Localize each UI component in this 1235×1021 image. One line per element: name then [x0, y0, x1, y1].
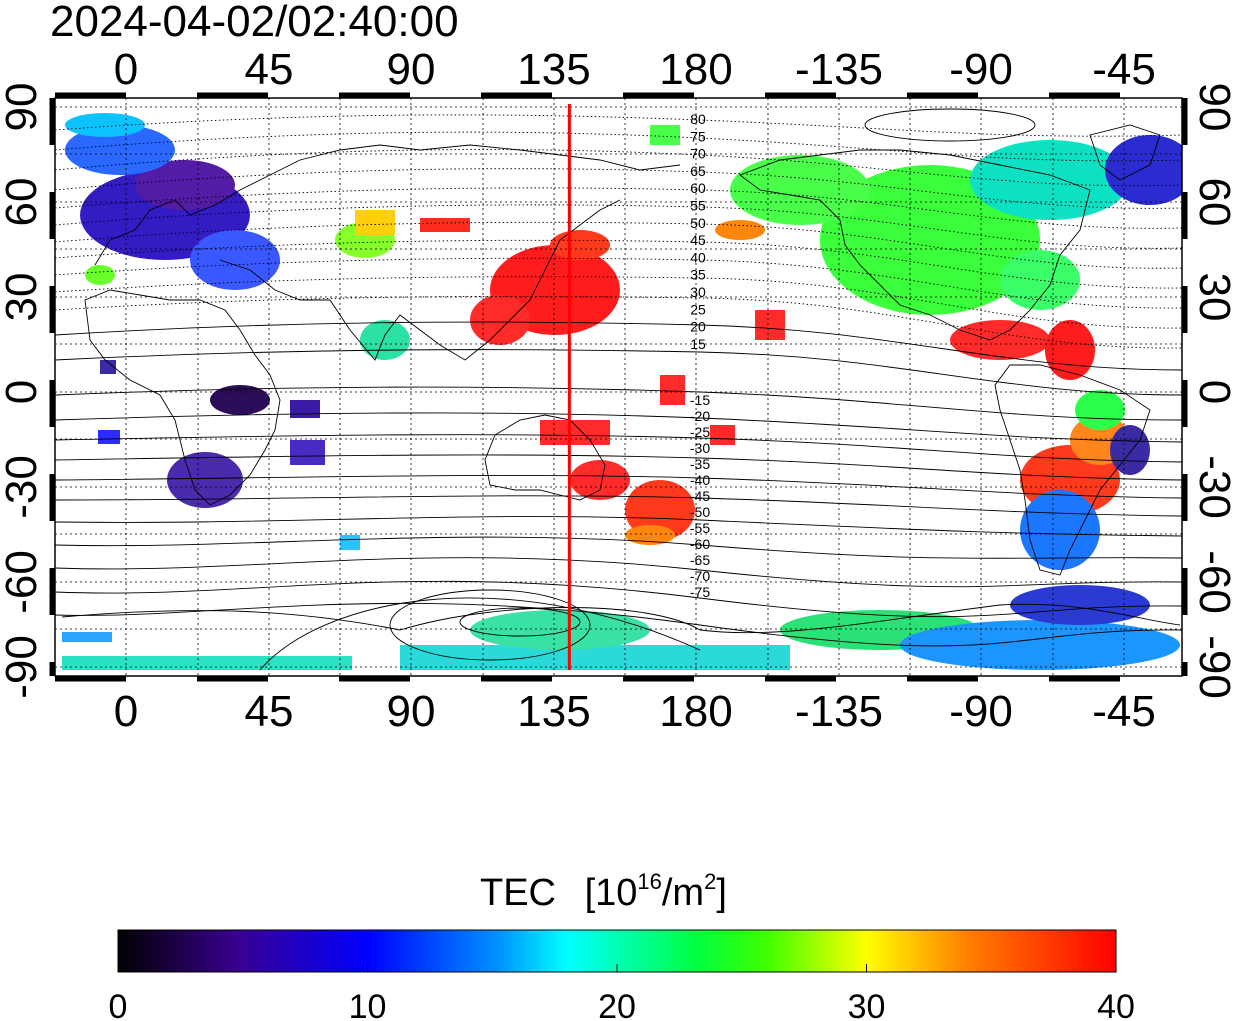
colorbar-tick-label: 20: [598, 988, 636, 1021]
contour-label: 40: [690, 249, 706, 265]
contour-label: -55: [690, 520, 710, 536]
lon-tick-top: -135: [795, 45, 883, 94]
contour-label: 60: [690, 180, 706, 196]
colorbar-tick-label: 0: [109, 988, 128, 1021]
lon-ticks-bottom: 0 45 90 135 180 -135 -90 -45: [114, 687, 1156, 736]
magnetic-contours: [55, 108, 1182, 671]
contour-label: -75: [690, 584, 710, 600]
colorbar-ticks: 0 10 20 30 40: [109, 964, 1135, 1021]
frame-ticks: [49, 92, 1188, 682]
contour-label: -50: [690, 504, 710, 520]
contour-label: 75: [690, 128, 706, 144]
lat-tick-right: -60: [1190, 550, 1235, 614]
colorbar-title: TEC [1016/m2]: [480, 869, 727, 914]
contour-label: 80: [690, 111, 706, 127]
lon-tick-top: 135: [517, 45, 590, 94]
lat-tick-right: -30: [1190, 455, 1235, 519]
lat-tick-left: 90: [0, 83, 46, 132]
colorbar-tick-label: 40: [1097, 988, 1135, 1021]
lat-tick-left: -60: [0, 550, 46, 614]
map-title: 2024-04-02/02:40:00: [50, 0, 459, 46]
graticule: [55, 98, 1182, 676]
lon-tick-bottom: -45: [1092, 687, 1156, 736]
colorbar-tick-label: 10: [349, 988, 387, 1021]
contour-label: 35: [690, 267, 706, 283]
lon-tick-top: -45: [1092, 45, 1156, 94]
lon-tick-bottom: -90: [949, 687, 1013, 736]
lat-tick-left: -30: [0, 455, 46, 519]
lat-tick-right: 60: [1190, 178, 1235, 227]
lon-tick-top: -90: [949, 45, 1013, 94]
contour-label: -70: [690, 568, 710, 584]
lon-tick-bottom: 0: [114, 687, 138, 736]
lon-tick-top: 90: [387, 45, 436, 94]
lat-tick-right: 30: [1190, 273, 1235, 322]
contour-label: 70: [690, 146, 706, 162]
lat-tick-left: -90: [0, 635, 46, 699]
contour-label: 20: [690, 319, 706, 335]
colorbar-tick-label: 30: [848, 988, 886, 1021]
contour-label: -20: [690, 408, 710, 424]
lon-tick-bottom: 45: [245, 687, 294, 736]
contour-label: -60: [690, 536, 710, 552]
lat-tick-left: 30: [0, 273, 46, 322]
lon-tick-top: 0: [114, 45, 138, 94]
contour-labels-south: -15-20-25-30-35-40-45-50-55-60-65-70-75: [690, 392, 710, 600]
lon-tick-bottom: 90: [387, 687, 436, 736]
contour-label: -25: [690, 424, 710, 440]
lon-tick-bottom: 135: [517, 687, 590, 736]
tec-patches: [62, 113, 1182, 670]
coastlines: [61, 124, 1181, 634]
contour-label: -45: [690, 488, 710, 504]
map-frame: [54, 97, 1183, 677]
contour-label: -15: [690, 392, 710, 408]
lat-ticks-right: 90 60 30 0 -30 -60 -90: [1190, 83, 1235, 699]
lon-ticks-top: 0 45 90 135 180 -135 -90 -45: [114, 45, 1156, 94]
lon-tick-top: 45: [245, 45, 294, 94]
contour-label: -35: [690, 456, 710, 472]
lon-tick-bottom: 180: [659, 687, 732, 736]
contour-label: -30: [690, 440, 710, 456]
lon-tick-bottom: -135: [795, 687, 883, 736]
lat-ticks-left: 90 60 30 0 -30 -60 -90: [0, 83, 46, 699]
lat-tick-right: 0: [1190, 380, 1235, 404]
contour-label: 50: [690, 215, 706, 231]
contour-label: 45: [690, 232, 706, 248]
lat-tick-right: -90: [1190, 635, 1235, 699]
lon-tick-top: 180: [659, 45, 732, 94]
contour-label: 25: [690, 301, 706, 317]
lat-tick-right: 90: [1190, 83, 1235, 132]
lat-tick-left: 60: [0, 178, 46, 227]
contour-label: 55: [690, 198, 706, 214]
contour-label: 30: [690, 284, 706, 300]
contour-label: 65: [690, 163, 706, 179]
lat-tick-left: 0: [0, 380, 46, 404]
contour-label: -40: [690, 472, 710, 488]
contour-label: -65: [690, 552, 710, 568]
contour-label: 15: [690, 336, 706, 352]
